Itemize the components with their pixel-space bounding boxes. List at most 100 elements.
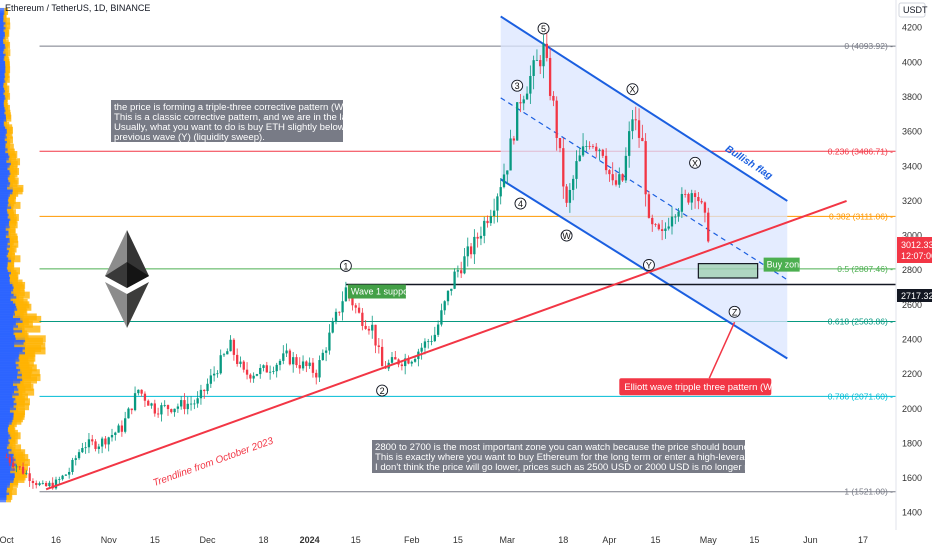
candle-body: [331, 321, 334, 333]
marker-price-badge: [897, 289, 932, 302]
candle-body: [608, 170, 611, 175]
x-tick-label: Feb: [404, 535, 420, 545]
candle-body: [453, 271, 456, 289]
candle-body: [35, 483, 38, 486]
candle-body: [410, 361, 413, 364]
candle-body: [38, 483, 41, 486]
candle-body: [18, 466, 21, 468]
volume-profile-bar: [5, 49, 11, 57]
candle-body: [404, 358, 407, 367]
price-scale[interactable]: 1400 1600 1800 2000 2200 2400 2600 2800 3000 3200…: [895, 0, 932, 530]
volume-profile-bar: [13, 408, 26, 416]
candle-body: [160, 405, 163, 415]
fib-level-label: 0.5 (2807.46) -: [837, 264, 893, 274]
wave-1-support-tag: Wave 1 support: [347, 284, 414, 299]
volume-profile-bar: [5, 56, 10, 64]
volume-profile-bar: [13, 449, 26, 457]
y-tick-label: 4200: [902, 23, 922, 33]
candle-body: [232, 339, 236, 355]
volume-profile-bar: [7, 143, 14, 151]
candle-body: [390, 357, 394, 363]
wave-label: W: [562, 231, 571, 241]
time-scale[interactable]: Oct 16 Nov 15 Dec 18 2024 15 Feb 15 Mar 18 Apr 15 May 1…: [0, 535, 868, 545]
candle-body: [216, 373, 219, 375]
volume-profile-bar: [10, 267, 20, 275]
y-tick-label: 3200: [902, 196, 922, 206]
candle-body: [41, 482, 44, 484]
channel-mid-line: [500, 97, 788, 281]
candle-body: [242, 361, 245, 370]
wave-label-circle: [376, 384, 389, 397]
candle-body: [140, 389, 143, 394]
volume-profile-bar: [5, 22, 11, 30]
volume-profile-bar: [22, 374, 41, 382]
candle-body: [183, 400, 186, 410]
volume-profile-bar: [18, 388, 35, 396]
candle-body: [654, 224, 657, 226]
volume-profile-bar: [15, 463, 28, 471]
candle-body: [542, 43, 545, 67]
candle-body: [84, 447, 87, 449]
candle-body: [604, 155, 608, 171]
candle-body: [31, 481, 35, 484]
candle-body: [77, 452, 81, 459]
candle-body: [443, 301, 446, 311]
candle-body: [226, 351, 229, 355]
candle-body: [446, 290, 450, 302]
candle-body: [436, 324, 440, 335]
candle-body: [697, 196, 700, 202]
note-top: the price is forming a triple-three corr…: [111, 100, 391, 143]
volume-profile-bar: [6, 124, 13, 132]
candle-body: [552, 95, 555, 101]
candle-body: [196, 398, 199, 404]
x-tick-label: 2024: [300, 535, 320, 545]
volume-profile-bar: [25, 335, 46, 343]
y-tick-label: 3000: [902, 231, 922, 241]
volume-profile-bar: [0, 7, 5, 15]
volume-profile-bar: [4, 90, 9, 98]
wave-label: 3: [515, 81, 520, 91]
candle-body: [318, 360, 321, 378]
volume-profile-bar: [22, 325, 41, 333]
candle-body: [219, 355, 222, 374]
candle-body: [5, 457, 8, 459]
wave-label: Z: [732, 307, 738, 317]
candle-body: [255, 374, 259, 376]
candle-body: [203, 389, 206, 392]
x-tick-label: 17: [858, 535, 868, 545]
candle-body: [107, 437, 110, 445]
candle-body: [25, 473, 28, 475]
candle-body: [166, 405, 170, 410]
candle-body: [555, 100, 558, 138]
candle-body: [621, 174, 624, 181]
candle-body: [58, 479, 61, 481]
candle-body: [595, 146, 598, 151]
x-tick-label: Mar: [500, 535, 516, 545]
candle-body: [212, 373, 216, 376]
candle-body: [572, 178, 575, 190]
wave-labels: 1 2 3 4 5 W X Y X Z: [339, 22, 741, 397]
x-tick-label: 15: [749, 535, 759, 545]
note-top-line-1: the price is forming a triple-three corr…: [114, 102, 374, 113]
candle-body: [199, 389, 203, 399]
currency-button[interactable]: USDT: [898, 2, 928, 18]
candle-body: [117, 425, 120, 433]
y-tick-label: 2400: [902, 334, 922, 344]
candle-body: [236, 354, 239, 364]
x-tick-label: 15: [453, 535, 463, 545]
last-price: 3012.33: [901, 240, 932, 250]
candle-body: [690, 193, 693, 203]
candle-body: [305, 361, 308, 367]
volume-profile-bar: [20, 313, 37, 321]
candle-body: [651, 217, 654, 225]
candle-body: [680, 193, 684, 212]
candle-body: [420, 347, 423, 352]
volume-profile-bar: [9, 233, 18, 241]
x-tick-label: May: [700, 535, 718, 545]
fib-level-label: 0.618 (2503.86) -: [828, 316, 893, 326]
y-tick-label: 4000: [902, 57, 922, 67]
candle-body: [631, 119, 634, 132]
y-tick-label: 3600: [902, 127, 922, 137]
volume-profile-bar: [24, 342, 46, 350]
